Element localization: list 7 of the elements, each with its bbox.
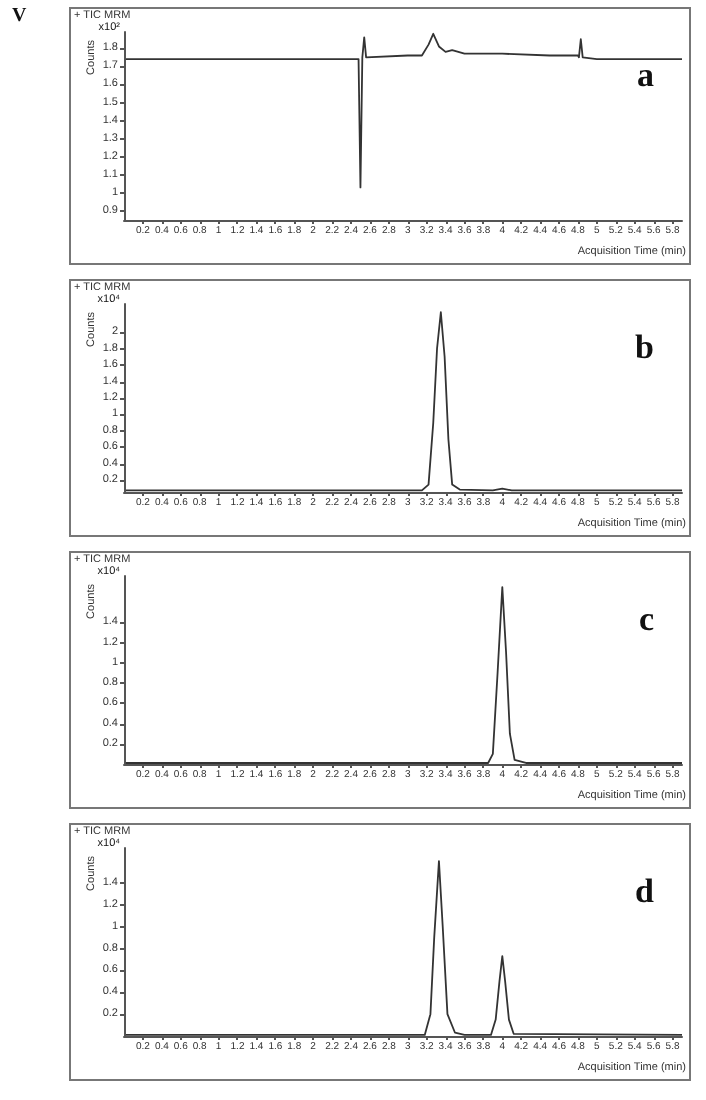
line-series bbox=[124, 311, 683, 492]
annotation: d bbox=[635, 872, 656, 910]
text: V bbox=[12, 5, 28, 27]
line-series bbox=[124, 32, 683, 189]
annotation: b bbox=[635, 328, 654, 366]
annotation: a bbox=[637, 56, 655, 94]
annotation: c bbox=[638, 600, 655, 638]
